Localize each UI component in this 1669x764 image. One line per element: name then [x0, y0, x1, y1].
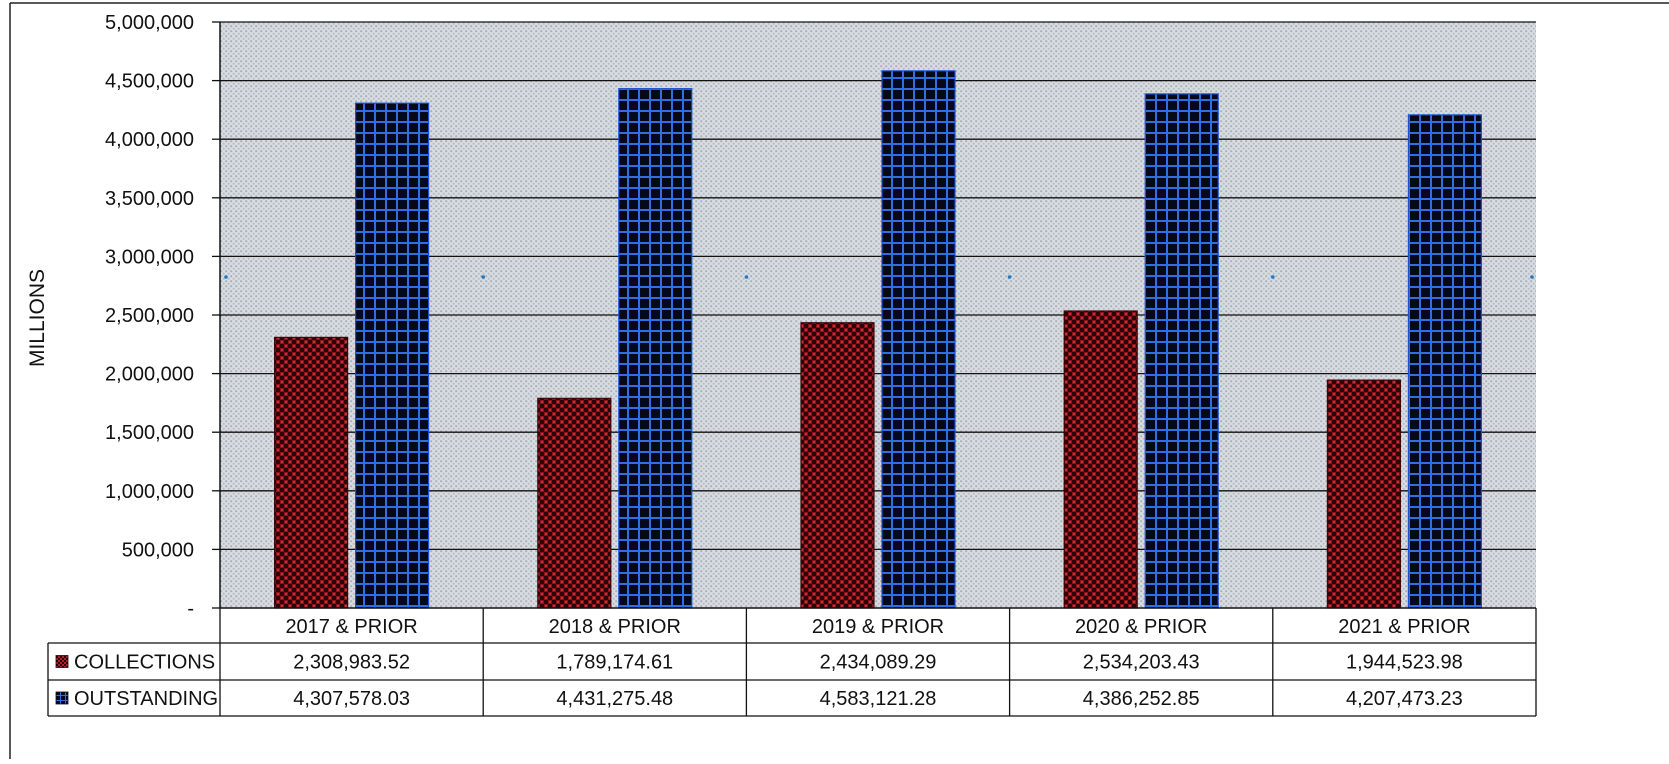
boundary-dot — [744, 275, 749, 279]
y-tick-label: 4,500,000 — [105, 71, 194, 93]
bar-outstanding-4 — [1144, 93, 1219, 609]
data-label-outstanding: 4,307,578.03 — [293, 688, 410, 710]
data-label-collections: 2,308,983.52 — [293, 652, 410, 674]
bar-outstanding-1 — [355, 102, 430, 609]
y-tick-label: 1,000,000 — [105, 481, 194, 503]
boundary-dot — [481, 275, 486, 279]
bar-collections-1 — [274, 336, 349, 609]
boundary-dot — [224, 275, 228, 279]
x-tick-label: 2021 & PRIOR — [1338, 616, 1470, 638]
data-label-collections: 2,434,089.29 — [820, 652, 937, 674]
x-tick-label: 2019 & PRIOR — [812, 616, 944, 638]
boundary-dot — [1007, 275, 1012, 279]
boundary-dot — [1530, 275, 1534, 279]
y-tick-label: 5,000,000 — [105, 12, 194, 34]
legend-swatch-collections — [55, 655, 69, 668]
y-tick-label: 1,500,000 — [105, 422, 194, 444]
bar-collections-5 — [1326, 379, 1402, 609]
boundary-dot — [1271, 275, 1275, 279]
legend-label-collections: COLLECTIONS — [74, 652, 215, 674]
y-tick-label: 2,000,000 — [105, 364, 194, 386]
y-tick-label: 2,500,000 — [105, 305, 194, 327]
y-tick-label: 3,500,000 — [105, 188, 194, 210]
data-label-outstanding: 4,207,473.23 — [1346, 688, 1463, 710]
data-label-collections: 1,944,523.98 — [1346, 652, 1463, 674]
y-tick-label: 3,000,000 — [105, 246, 194, 268]
data-label-outstanding: 4,583,121.28 — [820, 688, 937, 710]
data-label-collections: 2,534,203.43 — [1083, 652, 1200, 674]
bar-outstanding-5 — [1407, 114, 1483, 609]
y-tick-label: 4,000,000 — [105, 129, 194, 151]
data-label-outstanding: 4,386,252.85 — [1083, 688, 1200, 710]
y-axis-label: MILLIONS — [26, 269, 49, 367]
legend-swatch-outstanding — [55, 691, 69, 705]
bar-collections-4 — [1063, 310, 1138, 609]
y-tick-label: - — [187, 598, 194, 620]
data-label-outstanding: 4,431,275.48 — [556, 688, 673, 710]
legend-label-outstanding: OUTSTANDING — [74, 688, 218, 710]
x-tick-label: 2020 & PRIOR — [1075, 616, 1207, 638]
bar-outstanding-3 — [881, 70, 956, 609]
bar-collections-3 — [800, 322, 875, 609]
x-tick-label: 2017 & PRIOR — [285, 616, 417, 638]
data-label-collections: 1,789,174.61 — [556, 652, 673, 674]
y-tick-label: 500,000 — [122, 539, 194, 561]
bar-outstanding-2 — [618, 88, 693, 609]
bar-collections-2 — [537, 397, 612, 609]
x-tick-label: 2018 & PRIOR — [549, 616, 681, 638]
